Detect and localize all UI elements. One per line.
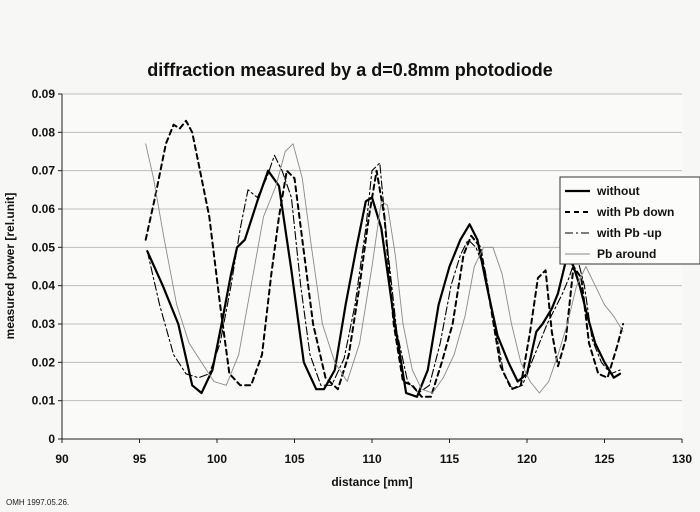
series-line-with-pb-up: [146, 154, 621, 394]
x-tick-label: 105: [284, 452, 304, 466]
legend-label: without: [596, 184, 640, 198]
y-tick-label: 0.03: [32, 317, 56, 331]
y-tick-labels: 0 0.01 0.02 0.03 0.04 0.05 0.06 0.07 0.08 0.09: [32, 87, 62, 446]
footnote: OMH 1997.05.26.: [6, 498, 70, 507]
y-tick-label: 0.06: [32, 202, 56, 216]
legend-label: with Pb down: [596, 205, 674, 219]
y-tick-label: 0.08: [32, 125, 56, 139]
x-tick-label: 120: [517, 452, 537, 466]
y-tick-label: 0.02: [32, 355, 56, 369]
y-tick-label: 0.05: [32, 240, 56, 254]
x-tick-label: 130: [672, 452, 692, 466]
legend-label: Pb around: [597, 247, 656, 261]
y-tick-label: 0.09: [32, 87, 56, 101]
legend-label: with Pb -up: [596, 226, 662, 240]
legend: without with Pb down with Pb -up Pb around: [559, 176, 700, 265]
chart-title: diffraction measured by a d=0.8mm photod…: [147, 60, 553, 80]
series-line-with-pb-down: [144, 119, 625, 398]
x-tick-label: 110: [362, 452, 382, 466]
series-lines: [144, 119, 625, 398]
x-tick-label: 90: [55, 452, 69, 466]
y-tick-label: 0.07: [32, 164, 56, 178]
y-tick-label: 0: [48, 432, 55, 446]
x-tick-label: 125: [594, 452, 614, 466]
x-tick-label: 95: [133, 452, 147, 466]
x-tick-labels: 90 95 100 105 110 115 120 125 130: [55, 439, 692, 466]
y-tick-label: 0.04: [32, 279, 56, 293]
y-axis-label: measured power [rel.unit]: [3, 193, 17, 340]
x-axis-label: distance [mm]: [331, 475, 412, 489]
series-line-pb-around: [145, 143, 624, 394]
x-tick-label: 115: [440, 452, 460, 466]
y-tick-label: 0.01: [32, 394, 56, 408]
x-tick-label: 100: [207, 452, 227, 466]
